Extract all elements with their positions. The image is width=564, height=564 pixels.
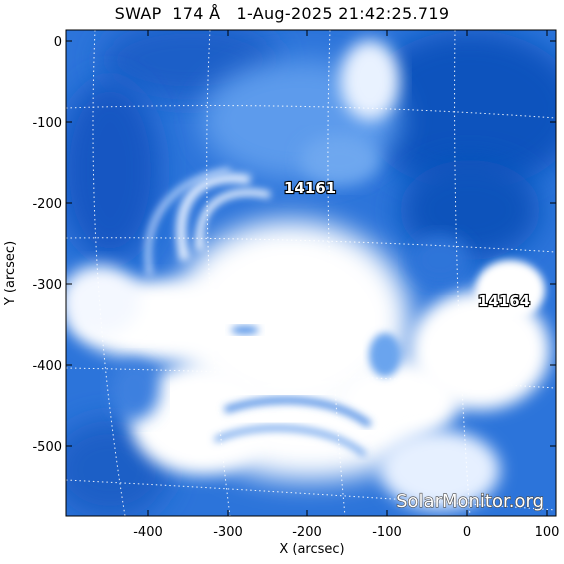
y-tick-label: 0	[54, 35, 62, 50]
x-tick-label: -300	[213, 525, 243, 540]
x-tick-label: -200	[292, 525, 322, 540]
image-title: SWAP 174 Å 1-Aug-2025 21:42:25.719	[114, 4, 450, 23]
solar-euv-image	[66, 30, 556, 516]
active-region-label: 14161	[284, 179, 336, 197]
x-tick-label: -100	[372, 525, 402, 540]
x-tick-label: -400	[133, 525, 163, 540]
y-tick-label: -400	[32, 359, 62, 374]
y-axis-ticks	[66, 40, 556, 447]
solarmonitor-watermark: SolarMonitor.org	[396, 491, 544, 512]
x-tick-label: 100	[535, 525, 560, 540]
y-tick-label: -100	[32, 116, 62, 131]
coordinate-grid	[66, 30, 556, 516]
y-tick-label: -300	[32, 278, 62, 293]
y-axis-title: Y (arcsec)	[3, 241, 18, 306]
x-axis-ticks	[147, 30, 548, 516]
y-tick-label: -200	[32, 197, 62, 212]
y-tick-label: -500	[32, 440, 62, 455]
active-region-label: 14164	[478, 292, 530, 310]
x-tick-label: 0	[463, 525, 471, 540]
plot-frame	[65, 29, 557, 517]
x-axis-title: X (arcsec)	[279, 542, 344, 557]
